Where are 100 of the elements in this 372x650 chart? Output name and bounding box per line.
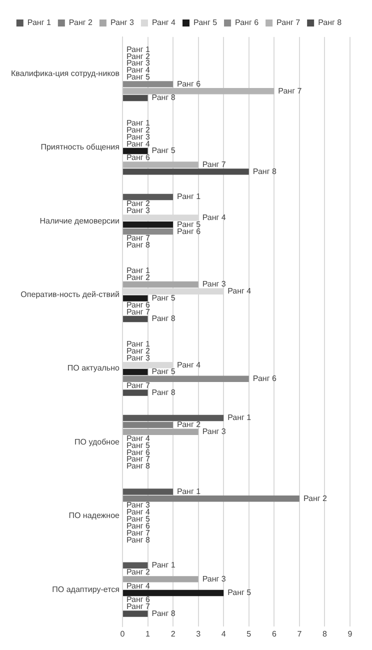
text: Ранг 5	[152, 146, 176, 156]
text: Ранг 2	[126, 199, 150, 208]
bar	[122, 610, 148, 617]
bar	[122, 414, 224, 422]
bar	[122, 222, 174, 228]
bar	[122, 316, 148, 322]
bar	[122, 422, 174, 428]
text: Ранг 1	[126, 118, 150, 128]
text: Ранг 8	[152, 93, 176, 102]
bar	[122, 390, 148, 396]
legend-label: Ранг 7	[276, 18, 301, 28]
text: Ранг 3	[126, 58, 150, 68]
bar	[122, 368, 148, 376]
legend-label: Ранг 6	[235, 18, 260, 28]
text: Ранг 6	[252, 374, 276, 384]
bar	[122, 81, 174, 88]
y-tick-label: ПО актуально	[67, 364, 120, 373]
legend-label: Ранг 2	[68, 18, 93, 28]
text: Ранг 1	[177, 192, 201, 202]
text: Ранг 4	[202, 212, 226, 222]
bar	[122, 590, 224, 596]
text: Ранг 3	[126, 500, 150, 510]
bar	[122, 148, 148, 154]
bar	[122, 376, 249, 382]
x-tick-label: 9	[348, 629, 353, 638]
y-tick-label: Наличие демоверсии	[40, 216, 120, 226]
text: Ранг 8	[126, 535, 150, 544]
bar	[122, 576, 198, 582]
bar	[122, 562, 148, 568]
text: Ранг 7	[126, 307, 150, 316]
x-tick-label: 7	[297, 629, 302, 638]
text: Ранг 2	[126, 52, 150, 61]
text: Ранг 5	[152, 294, 176, 303]
y-tick-label: Приятность общения	[40, 142, 120, 152]
text: Ранг 6	[177, 79, 201, 88]
y-tick-label: ПО удобное	[74, 437, 120, 446]
text: Ранг 3	[202, 574, 226, 584]
text: Ранг 5	[126, 72, 150, 82]
text: Ранг 5	[152, 367, 176, 376]
x-tick-label: 5	[246, 629, 252, 638]
text: Ранг 1	[177, 486, 201, 496]
bar	[122, 281, 198, 288]
text: Ранг 5	[126, 440, 150, 450]
text: Ранг 8	[126, 462, 150, 471]
bar	[122, 162, 198, 168]
text: Ранг 1	[126, 44, 150, 54]
text: Ранг 1	[152, 560, 176, 570]
text: Ранг 4	[126, 66, 150, 75]
text: Ранг 6	[126, 300, 150, 310]
legend-label: Ранг 8	[318, 18, 342, 28]
text: Ранг 3	[126, 132, 150, 142]
text: Ранг 6	[126, 153, 150, 162]
text: Ранг 8	[152, 608, 176, 618]
text: Ранг 1	[126, 266, 150, 275]
text: Ранг 7	[126, 234, 150, 243]
text: Ранг 2	[126, 125, 150, 134]
text: Ранг 5	[228, 588, 252, 598]
text: Ранг 7	[126, 602, 150, 612]
x-tick-label: 0	[120, 629, 126, 638]
bar	[122, 496, 300, 502]
text: Ранг 5	[126, 514, 150, 524]
bar	[122, 295, 148, 302]
y-tick-label: ПО надежное	[68, 511, 120, 520]
text: Ранг 3	[126, 206, 150, 216]
text: Ранг 7	[126, 454, 150, 464]
text: Ранг 4	[126, 434, 150, 443]
text: Ранг 7	[126, 381, 150, 390]
x-tick-label: 4	[221, 629, 226, 638]
text: Ранг 4	[126, 581, 150, 590]
y-tick-label: ПО адаптиру-ется	[52, 584, 120, 594]
bar	[122, 428, 198, 435]
bar	[122, 228, 174, 235]
y-tick-label: Оператив-ность дей-ствий	[20, 290, 120, 300]
bar	[122, 488, 174, 495]
text: Ранг 7	[278, 86, 302, 96]
text: Ранг 5	[177, 220, 201, 229]
x-tick-label: 2	[170, 629, 176, 638]
text: Ранг 2	[177, 420, 201, 430]
text: Ранг 6	[126, 595, 150, 604]
text: Ранг 2	[126, 568, 150, 576]
x-tick-label: 8	[322, 629, 328, 638]
text: Ранг 7	[202, 160, 226, 169]
y-tick-label: Квалифика-ция сотруд-ников	[10, 69, 120, 78]
bar	[122, 94, 148, 102]
text: Ранг 6	[126, 448, 150, 457]
text: Ранг 7	[126, 528, 150, 538]
bar	[122, 88, 274, 94]
text: Ранг 6	[177, 226, 201, 236]
text: Ранг 4	[228, 286, 252, 296]
text: Ранг 8	[152, 388, 176, 397]
text: Ранг 4	[177, 360, 201, 370]
legend-label: Ранг 5	[194, 18, 218, 28]
text: Ранг 4	[126, 508, 150, 517]
text: Ранг 1	[126, 340, 150, 349]
text: Ранг 8	[152, 314, 176, 324]
text: Ранг 6	[126, 521, 150, 530]
x-tick-label: 1	[146, 629, 151, 638]
text: Ранг 3	[126, 353, 150, 362]
text: Ранг 3	[202, 427, 226, 436]
text: Ранг 2	[126, 272, 150, 282]
